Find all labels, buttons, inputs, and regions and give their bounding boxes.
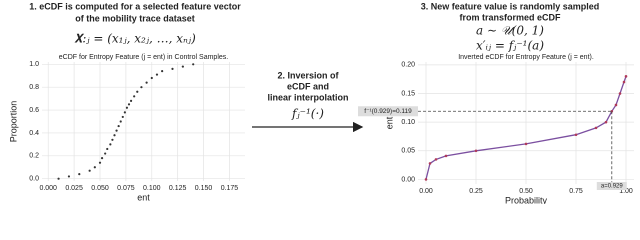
point [434, 158, 438, 161]
point [604, 120, 608, 124]
point [109, 143, 112, 146]
x-tick-label: 0.050 [91, 185, 109, 192]
figure: 1. eCDF is computed for a selected featu… [8, 1, 634, 205]
step-title: 2. Inversion of [277, 70, 339, 80]
point [125, 106, 129, 109]
formula: fⱼ⁻¹(·) [291, 107, 324, 121]
chart-title: Inverted eCDF for Entropy Feature (j = e… [458, 54, 594, 61]
point [93, 166, 96, 169]
y-axis-label: Proportion [8, 101, 18, 143]
point [150, 76, 153, 80]
x-tick-label: 0.150 [195, 185, 213, 192]
point [57, 177, 60, 180]
point [424, 178, 428, 181]
point [594, 126, 598, 130]
point [111, 138, 114, 141]
y-tick-label: 0.10 [401, 119, 415, 126]
annotation-box [358, 106, 418, 117]
point [115, 129, 118, 132]
point [88, 169, 91, 172]
x-tick-label: 0.175 [221, 185, 239, 192]
y-tick-label: 1.0 [29, 61, 39, 68]
point [67, 175, 71, 178]
step-title: eCDF and [287, 81, 329, 91]
annotation-box [596, 182, 627, 190]
step-title: from transformed eCDF [459, 12, 561, 22]
point [119, 120, 122, 123]
x-tick-label: 0.00 [419, 188, 433, 195]
x-axis-label: Probability [505, 195, 548, 204]
point [171, 67, 174, 70]
x-tick-label: 0.000 [39, 185, 57, 192]
x-axis-label: ent [137, 192, 150, 202]
annotation: a=0.929 [601, 184, 624, 190]
point [106, 147, 109, 151]
y-tick-label: 0.2 [29, 153, 39, 160]
formula: x′ᵢⱼ = fⱼ⁻¹(a) [476, 39, 544, 53]
step-title: linear interpolation [267, 92, 348, 102]
y-tick-label: 0.8 [29, 84, 39, 91]
point [444, 154, 448, 158]
point [136, 90, 139, 93]
point [140, 86, 143, 89]
y-tick-label: 0.00 [401, 176, 415, 183]
step-title: 1. eCDF is computed for a selected featu… [29, 1, 241, 11]
point [133, 95, 136, 98]
x-tick-label: 0.075 [117, 185, 135, 192]
y-tick-label: 0.20 [401, 62, 415, 69]
point [192, 63, 195, 66]
line [425, 76, 627, 180]
point [622, 80, 626, 84]
point [129, 99, 133, 103]
point [123, 111, 126, 114]
step-title: 3. New feature value is randomly sampled [421, 1, 600, 11]
point [100, 157, 104, 160]
annotation: f⁻¹(0.929)=0.119 [364, 108, 412, 115]
point [624, 75, 628, 78]
point [614, 103, 618, 107]
x-tick-label: 1.00 [619, 188, 633, 195]
formula: 𝐗:ⱼ = (x₁ⱼ, x₂ⱼ, …, xₙⱼ) [74, 32, 196, 46]
x-tick-label: 0.100 [143, 185, 161, 192]
point [181, 65, 184, 68]
point [104, 152, 107, 155]
y-tick-label: 0.6 [29, 107, 39, 114]
page: 1. eCDF is computed for a selected featu… [8, 1, 634, 206]
x-tick-label: 0.125 [169, 185, 187, 192]
step-title: of the mobility trace dataset [75, 13, 195, 23]
point [428, 162, 432, 165]
y-tick-label: 0.0 [29, 176, 39, 183]
point [610, 109, 614, 113]
point [117, 124, 120, 128]
point [155, 73, 159, 76]
point [574, 133, 578, 137]
point [127, 103, 131, 106]
y-tick-label: 0.4 [29, 130, 39, 137]
point [524, 142, 528, 146]
point [121, 115, 124, 119]
x-tick-label: 0.50 [519, 188, 533, 195]
formula: a ∼ 𝒰(0, 1) [476, 24, 544, 38]
point [145, 81, 148, 84]
point [161, 70, 164, 73]
point [618, 92, 622, 95]
point [113, 134, 116, 137]
y-tick-label: 0.05 [401, 148, 415, 155]
y-tick-label: 0.15 [401, 90, 415, 97]
point [474, 149, 478, 153]
x-tick-label: 0.75 [569, 188, 583, 195]
y-axis-label: ent [384, 116, 394, 129]
chart-title: eCDF for Entropy Feature (j = ent) in Co… [59, 54, 228, 61]
x-tick-label: 0.25 [469, 188, 483, 195]
point [78, 173, 81, 176]
point [98, 161, 102, 164]
x-tick-label: 0.025 [65, 185, 83, 192]
